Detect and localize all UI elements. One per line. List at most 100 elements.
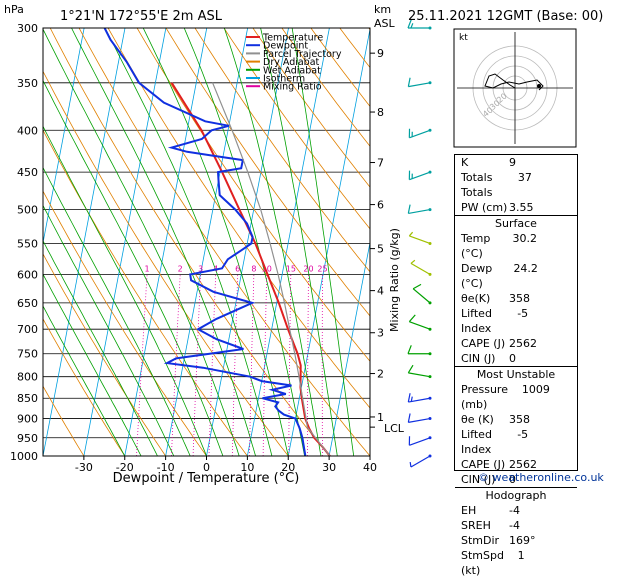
pressure-tick-label: 300 (17, 22, 38, 35)
isotherm-line (125, 28, 207, 456)
index-value: 358 (509, 291, 571, 306)
hodograph-row: StmSpd (kt)1 (455, 548, 577, 578)
pressure-tick-label: 1000 (10, 450, 38, 463)
wind-barb (411, 260, 432, 276)
surface-row: Dewp (°C)24.2 (455, 261, 577, 291)
index-value: 169° (509, 533, 571, 548)
wind-barb (410, 455, 431, 468)
x-tick-label: 30 (322, 461, 336, 474)
hodograph-row: SREH -4 (455, 518, 577, 533)
lcl-label: LCL (384, 422, 405, 435)
km-tick-label: 3 (377, 327, 384, 340)
pressure-tick-label: 550 (17, 237, 38, 250)
km-tick-label: 6 (377, 199, 384, 212)
wind-barb (408, 345, 432, 355)
wet-adiabat-line (72, 28, 256, 456)
index-value: -5 (517, 306, 571, 336)
pressure-tick-label: 450 (17, 166, 38, 179)
index-label: CAPE (J) (461, 457, 505, 472)
wet-adiabat-line (17, 28, 223, 456)
index-label: CAPE (J) (461, 336, 505, 351)
mixing-ratio-line (232, 274, 237, 456)
km-tick-label: 8 (377, 106, 384, 119)
index-value: 3.55 (509, 200, 571, 215)
index-value: 2562 (509, 336, 571, 351)
wind-barb (408, 365, 431, 378)
mixing-ratio-line (193, 274, 201, 456)
surface-section-title: Surface (455, 215, 577, 231)
pressure-tick-label: 800 (17, 371, 38, 384)
pressure-tick-label: 650 (17, 297, 38, 310)
index-label: CIN (J) (461, 351, 495, 366)
legend-label: Mixing Ratio (263, 82, 322, 93)
datetime-title: 25.11.2021 12GMT (Base: 00) (408, 9, 603, 24)
index-label: SREH (461, 518, 491, 533)
index-value: 24.2 (513, 261, 571, 291)
hodograph-unit-label: kt (459, 33, 468, 43)
mixing-ratio-label: 25 (317, 264, 327, 273)
index-label: StmDir (461, 533, 499, 548)
most-unstable-row: CAPE (J) 2562 (455, 457, 577, 472)
dry-adiabat-line (21, 28, 288, 456)
km-tick-label: 7 (377, 157, 384, 170)
index-label: Lifted Index (461, 306, 517, 336)
isotherm-line (84, 28, 166, 456)
hpa-axis-unit: hPa (4, 3, 24, 16)
index-label: Temp (°C) (461, 231, 513, 261)
km-tick-label: 1 (377, 411, 384, 424)
pressure-tick-label: 700 (17, 323, 38, 336)
hodograph-row: EH-4 (455, 503, 577, 518)
wind-barb (408, 414, 431, 423)
pressure-tick-label: 400 (17, 124, 38, 137)
surface-row: θe(K) 358 (455, 291, 577, 306)
index-value: 9 (509, 155, 571, 170)
mixing-ratio-line (289, 274, 291, 456)
index-row: PW (cm)3.55 (455, 200, 577, 215)
most-unstable-row: Pressure (mb)1009 (455, 382, 577, 412)
index-value: 2562 (509, 457, 571, 472)
index-value: 0 (509, 351, 571, 366)
x-tick-label: 40 (363, 461, 377, 474)
wind-barb (413, 284, 431, 304)
surface-row: CIN (J) 0 (455, 351, 577, 366)
wind-barb (408, 78, 431, 87)
index-value: -4 (509, 503, 571, 518)
index-value: -5 (517, 427, 571, 457)
index-value: 1009 (522, 382, 571, 412)
index-label: PW (cm) (461, 200, 507, 215)
mixing-ratio-label: 15 (286, 264, 296, 273)
pressure-tick-label: 500 (17, 204, 38, 217)
index-label: Totals Totals (461, 170, 518, 200)
surface-row: Temp (°C)30.2 (455, 231, 577, 261)
most-unstable-row: Lifted Index-5 (455, 427, 577, 457)
index-value: -4 (509, 518, 571, 533)
index-value: 30.2 (513, 231, 572, 261)
hodograph-row: StmDir 169° (455, 533, 577, 548)
pressure-tick-label: 600 (17, 268, 38, 281)
mixing-ratio-label: 8 (251, 264, 256, 273)
km-tick-label: 9 (377, 47, 384, 60)
pressure-tick-label: 350 (17, 77, 38, 90)
wind-barb (409, 171, 431, 180)
x-axis-label: Dewpoint / Temperature (°C) (113, 471, 300, 486)
copyright-footer: © weatheronline.co.uk (478, 471, 604, 484)
mixing-ratio-axis-label: Mixing Ratio (g/kg) (388, 228, 401, 332)
index-value: 1 (518, 548, 571, 578)
index-label: θe(K) (461, 291, 490, 306)
hodograph-section-title: Hodograph (455, 487, 577, 503)
location-title: 1°21'N 172°55'E 2m ASL (60, 9, 223, 24)
index-label: θe (K) (461, 412, 494, 427)
most-unstable-section-title: Most Unstable (455, 366, 577, 382)
mixing-ratio-label: 2 (178, 264, 183, 273)
mixing-ratio-label: 6 (235, 264, 240, 273)
pressure-tick-label: 900 (17, 413, 38, 426)
wind-barb (409, 315, 431, 331)
index-label: Lifted Index (461, 427, 517, 457)
index-value: 37 (518, 170, 571, 200)
wind-barb (408, 393, 431, 402)
